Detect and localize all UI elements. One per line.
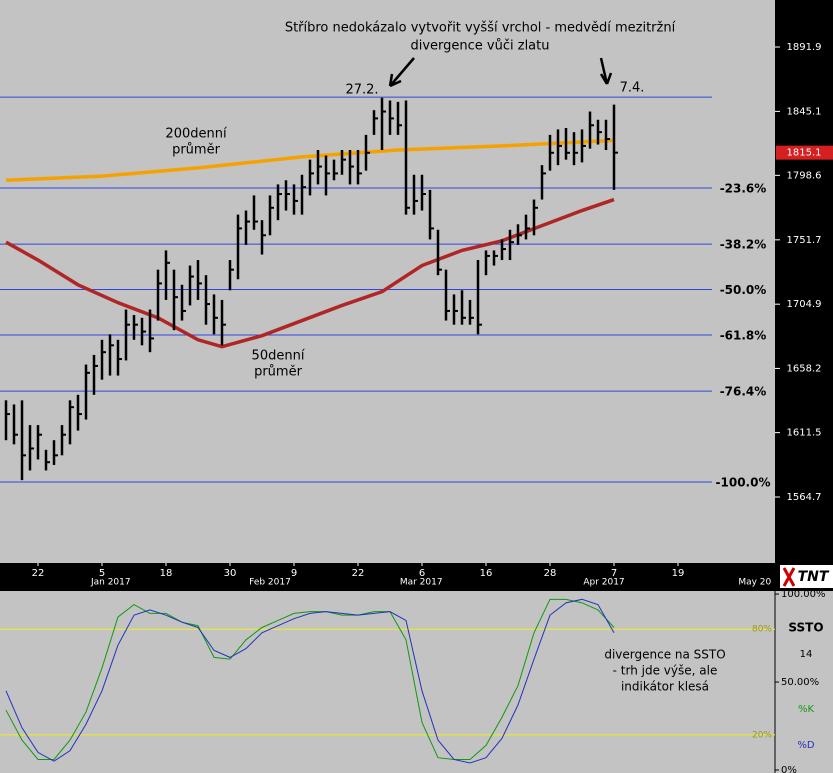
legend-entry: %K: [798, 704, 815, 715]
y-tick-label: 1798.6: [787, 170, 822, 181]
annotation: Stříbro nedokázalo vytvořit vyšší vrchol…: [285, 21, 676, 36]
last-price-box: [776, 145, 833, 160]
level-label: 80%: [752, 625, 772, 635]
month-label: Jan 2017: [90, 578, 131, 588]
annotation: - trh jde výše, ale: [613, 664, 718, 678]
logo-icon: [782, 567, 796, 587]
oscillator-line: [5, 598, 615, 760]
annotation: divergence na SSTO: [604, 648, 725, 662]
x-tick-label: 22: [32, 568, 45, 579]
y-tick-label: 0%: [781, 765, 797, 773]
ma-label: průměr: [172, 143, 220, 158]
ma-label: 200denní: [165, 127, 227, 142]
ma-label: 50denní: [252, 349, 305, 364]
y-tick-label: 50.00%: [781, 677, 819, 688]
x-tick-label: 28: [544, 568, 557, 579]
x-tick-label: 18: [160, 568, 173, 579]
fib-label: -61.8%: [720, 328, 767, 342]
y-tick-label: 1564.7: [787, 492, 822, 503]
y-tick-label: 100.00%: [781, 589, 826, 600]
arrows: [388, 57, 613, 88]
x-tick-label: 5: [99, 568, 105, 579]
x-tick-label: 22: [352, 568, 365, 579]
x-tick-label: 16: [480, 568, 493, 579]
month-label: Feb 2017: [249, 578, 291, 588]
peak-label: 7.4.: [620, 81, 645, 96]
x-tick-label: 30: [224, 568, 237, 579]
x-tick-label: 6: [419, 568, 425, 579]
moving-average: [5, 138, 615, 183]
arrow: [388, 57, 415, 88]
date-axis: [0, 563, 833, 590]
y-tick-label: 1704.9: [787, 299, 822, 310]
ma-label: průměr: [254, 365, 302, 380]
indicator-parameter: 14: [800, 649, 813, 660]
x-tick-label: 9: [291, 568, 297, 579]
y-tick-label: 1845.1: [787, 106, 822, 117]
fib-label: -38.2%: [720, 238, 767, 252]
moving-average: [5, 197, 615, 349]
last-price-label: 1815.1: [787, 148, 822, 159]
y-tick-label: 1658.2: [787, 363, 822, 374]
y-tick-label: 1751.7: [787, 235, 822, 246]
x-tick-label: 19: [672, 568, 685, 579]
fib-label: -100.0%: [716, 476, 771, 490]
annotation: divergence vůči zlatu: [410, 39, 549, 54]
x-tick-label: 7: [611, 568, 617, 579]
month-label: Apr 2017: [583, 578, 624, 588]
y-tick-label: 1891.9: [787, 42, 822, 53]
peak-label: 27.2.: [345, 83, 378, 98]
arrow: [599, 57, 613, 85]
level-label: 20%: [752, 730, 772, 740]
legend-entry: %D: [797, 740, 815, 751]
price-panel: [0, 0, 775, 563]
oscillator-panel: [0, 590, 833, 773]
month-label: May 20: [738, 578, 771, 588]
oscillator-line: [5, 598, 615, 764]
y-tick-label: 1611.5: [787, 428, 822, 439]
annotation: indikátor klesá: [621, 680, 709, 694]
fib-label: -76.4%: [720, 385, 767, 399]
fib-label: -50.0%: [720, 283, 767, 297]
price-axis: [775, 0, 833, 563]
logo: TNT: [798, 569, 830, 585]
fib-label: -23.6%: [720, 181, 767, 195]
indicator-title: SSTO: [788, 621, 823, 635]
month-label: Mar 2017: [400, 578, 443, 588]
